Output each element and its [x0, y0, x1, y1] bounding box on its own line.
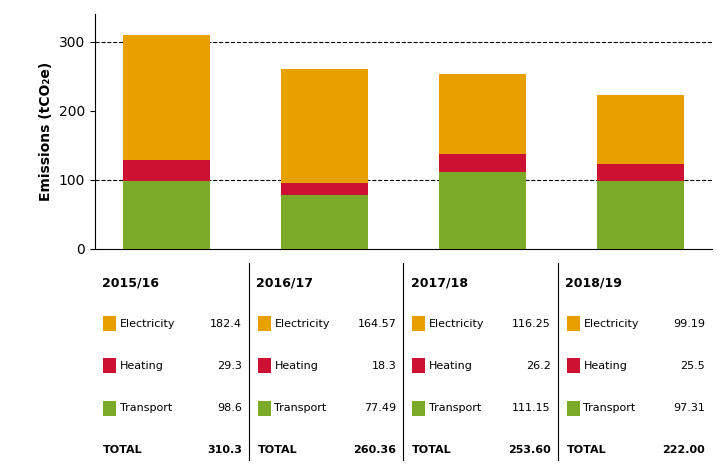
Bar: [123, 181, 209, 249]
Y-axis label: Emissions (tCO₂e): Emissions (tCO₂e): [39, 62, 53, 201]
Text: Electricity: Electricity: [275, 318, 330, 329]
Text: TOTAL: TOTAL: [258, 445, 297, 455]
Text: Electricity: Electricity: [583, 318, 639, 329]
Bar: [439, 172, 526, 249]
Text: 77.49: 77.49: [364, 403, 396, 413]
Bar: [123, 160, 209, 181]
Text: 182.4: 182.4: [209, 318, 241, 329]
Text: 116.25: 116.25: [512, 318, 551, 329]
Text: 260.36: 260.36: [353, 445, 396, 455]
Text: 2015/16: 2015/16: [102, 277, 158, 290]
Text: 2017/18: 2017/18: [411, 277, 467, 290]
Text: Heating: Heating: [275, 361, 318, 371]
Text: Electricity: Electricity: [120, 318, 175, 329]
Bar: [598, 182, 684, 249]
Text: Transport: Transport: [120, 403, 172, 413]
Bar: [598, 164, 684, 182]
Text: Transport: Transport: [275, 403, 326, 413]
Bar: [281, 195, 368, 249]
Text: TOTAL: TOTAL: [567, 445, 606, 455]
Bar: [281, 182, 368, 195]
Text: 222.00: 222.00: [662, 445, 705, 455]
Text: Electricity: Electricity: [429, 318, 484, 329]
Text: Heating: Heating: [583, 361, 627, 371]
Bar: [439, 154, 526, 172]
Text: 29.3: 29.3: [217, 361, 241, 371]
Text: 26.2: 26.2: [526, 361, 551, 371]
Text: 18.3: 18.3: [371, 361, 396, 371]
Text: Heating: Heating: [120, 361, 164, 371]
Text: 99.19: 99.19: [673, 318, 705, 329]
Text: 25.5: 25.5: [680, 361, 705, 371]
Text: TOTAL: TOTAL: [103, 445, 143, 455]
Bar: [598, 96, 684, 164]
Bar: [439, 74, 526, 154]
Text: TOTAL: TOTAL: [412, 445, 452, 455]
Text: 98.6: 98.6: [217, 403, 241, 413]
Text: Transport: Transport: [429, 403, 481, 413]
Bar: [123, 35, 209, 160]
Text: 2016/17: 2016/17: [257, 277, 313, 290]
Text: 2018/19: 2018/19: [566, 277, 622, 290]
Text: 97.31: 97.31: [673, 403, 705, 413]
Text: 111.15: 111.15: [512, 403, 551, 413]
Text: Transport: Transport: [583, 403, 635, 413]
Text: 164.57: 164.57: [358, 318, 396, 329]
Text: Heating: Heating: [429, 361, 473, 371]
Bar: [281, 69, 368, 182]
Text: 310.3: 310.3: [207, 445, 241, 455]
Text: 253.60: 253.60: [508, 445, 551, 455]
